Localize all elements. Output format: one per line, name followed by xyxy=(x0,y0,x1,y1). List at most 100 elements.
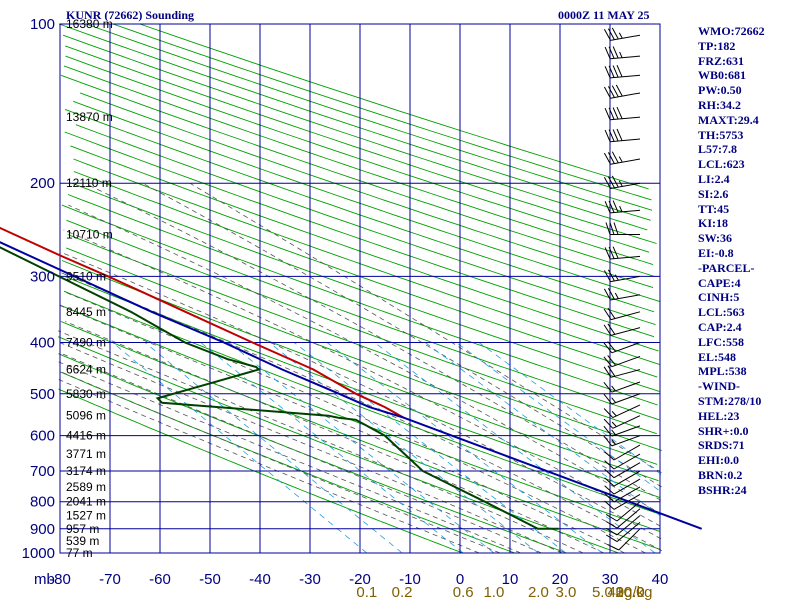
wind-barb-flag xyxy=(603,393,613,405)
moist-adiabat-line xyxy=(60,272,663,552)
wind-barb-flag xyxy=(603,356,613,368)
wind-barb-staff xyxy=(610,138,641,143)
dry-adiabat-line xyxy=(70,145,659,352)
wind-barb-flag xyxy=(612,129,619,142)
wind-barb-flag xyxy=(608,46,615,59)
wind-barb-flag xyxy=(603,418,614,429)
pressure-tick-label: 500 xyxy=(30,386,55,403)
wind-barb-flag xyxy=(618,156,623,163)
dry-adiabat-line xyxy=(75,124,656,326)
wind-barb xyxy=(604,246,641,260)
index-item: KI:18 xyxy=(698,216,728,231)
wind-barb-flag xyxy=(612,46,619,59)
height-label: 16380 m xyxy=(66,17,113,31)
moist-adiabat-line xyxy=(61,353,542,554)
index-item: RH:34.2 xyxy=(698,97,741,112)
pressure-tick-label: 1000 xyxy=(22,545,55,562)
temperature-tick-label: -70 xyxy=(99,571,121,588)
wind-barb-flag xyxy=(608,246,615,259)
wind-barb-flag xyxy=(607,176,615,189)
moist-adiabat-line xyxy=(65,321,604,554)
index-item: FRZ:631 xyxy=(698,53,744,68)
wind-barb-staff xyxy=(613,444,641,461)
index-item: BRN:0.2 xyxy=(698,467,743,482)
dry-adiabat-line xyxy=(63,65,654,266)
dry-adiabat-line xyxy=(67,194,658,406)
height-label: 957 m xyxy=(66,522,99,536)
wind-barb-flag xyxy=(616,128,623,141)
wind-barb-flag xyxy=(611,411,617,417)
wind-barb-flag xyxy=(605,527,618,536)
dry-adiabats xyxy=(57,23,662,554)
wind-barb-staff xyxy=(610,55,641,60)
moist-adiabat-line xyxy=(63,229,661,527)
wind-barb-flag xyxy=(608,65,615,78)
pressure-tick-label: 800 xyxy=(30,494,55,511)
wind-barb-flag xyxy=(607,307,616,319)
wind-barb-staff xyxy=(616,501,641,522)
index-item: MAXT:29.4 xyxy=(698,112,759,127)
temperature-tick-label: 20 xyxy=(552,571,569,588)
index-item: WB0:681 xyxy=(698,68,746,83)
wind-barb xyxy=(603,415,641,429)
dry-adiabat-line xyxy=(60,74,655,277)
wind-barb-flag xyxy=(611,385,616,392)
wind-barb xyxy=(605,515,641,536)
index-item: CINH:5 xyxy=(698,290,740,305)
wind-barb xyxy=(604,46,641,60)
index-item: -PARCEL- xyxy=(698,260,755,275)
wind-barb-staff xyxy=(616,515,641,536)
wind-barb xyxy=(605,501,641,522)
height-label: 4416 m xyxy=(66,429,106,443)
wind-barb-flag xyxy=(607,269,615,282)
wind-barb-staff xyxy=(610,311,641,321)
wind-barb-staff xyxy=(610,275,641,283)
temperature-tick-label: -10 xyxy=(399,571,421,588)
wind-barb-flag xyxy=(603,324,612,336)
moist-adiabat-line xyxy=(68,204,663,515)
index-item: SHR+:0.0 xyxy=(698,423,749,438)
sounding-time: 0000Z 11 MAY 25 xyxy=(558,8,650,22)
wind-barb-flag xyxy=(616,64,623,78)
wind-barb-staff xyxy=(610,116,641,121)
wind-barb xyxy=(604,444,641,461)
height-label: 13870 m xyxy=(66,110,113,124)
wind-barb-flag xyxy=(608,107,615,120)
pressure-tick-label: 400 xyxy=(30,335,55,352)
wind-barb-staff xyxy=(610,92,641,99)
wind-barb-flag xyxy=(611,429,616,436)
wind-barb-flag xyxy=(608,129,615,142)
wind-barb xyxy=(604,106,641,121)
wind-barb xyxy=(605,222,641,236)
height-label: 3174 m xyxy=(66,464,106,478)
mixing-ratio-label: 0.6 xyxy=(453,584,474,600)
wind-barb xyxy=(603,355,641,368)
wind-barb-flag xyxy=(604,451,615,461)
wind-barb-staff xyxy=(610,34,641,41)
dry-adiabat-line xyxy=(79,92,654,289)
wind-barb-flag xyxy=(604,460,615,470)
dry-adiabat-line xyxy=(62,34,648,231)
index-item: LCL:563 xyxy=(698,305,745,320)
mixing-ratio-label: 10.0 xyxy=(615,584,644,600)
wind-barb-flag xyxy=(607,365,616,377)
wind-barb-staff xyxy=(612,404,641,419)
pressure-tick-label: 700 xyxy=(30,463,55,480)
dry-adiabat-line xyxy=(73,100,661,303)
height-label: 1527 m xyxy=(66,509,106,523)
dry-adiabat-line xyxy=(58,23,651,221)
wind-barb xyxy=(603,393,641,405)
mixing-ratio-label: 0.2 xyxy=(392,584,413,600)
wind-barb-staff xyxy=(610,182,641,189)
index-item: TT:45 xyxy=(698,201,730,216)
wind-barb-flag xyxy=(613,222,619,235)
height-labels: 16380 m 13870 m 12110 m 10710 m 9510 m 8445 m… xyxy=(66,17,113,560)
index-item: MPL:538 xyxy=(698,364,747,379)
index-item: LFC:558 xyxy=(698,334,744,349)
wind-barb-flag xyxy=(604,201,611,214)
pressure-axis-labels: 100 200 300 400 500 600 700 800 900 1000 xyxy=(22,16,55,562)
pressure-tick-label: 900 xyxy=(30,521,55,538)
wind-barb xyxy=(604,478,641,495)
